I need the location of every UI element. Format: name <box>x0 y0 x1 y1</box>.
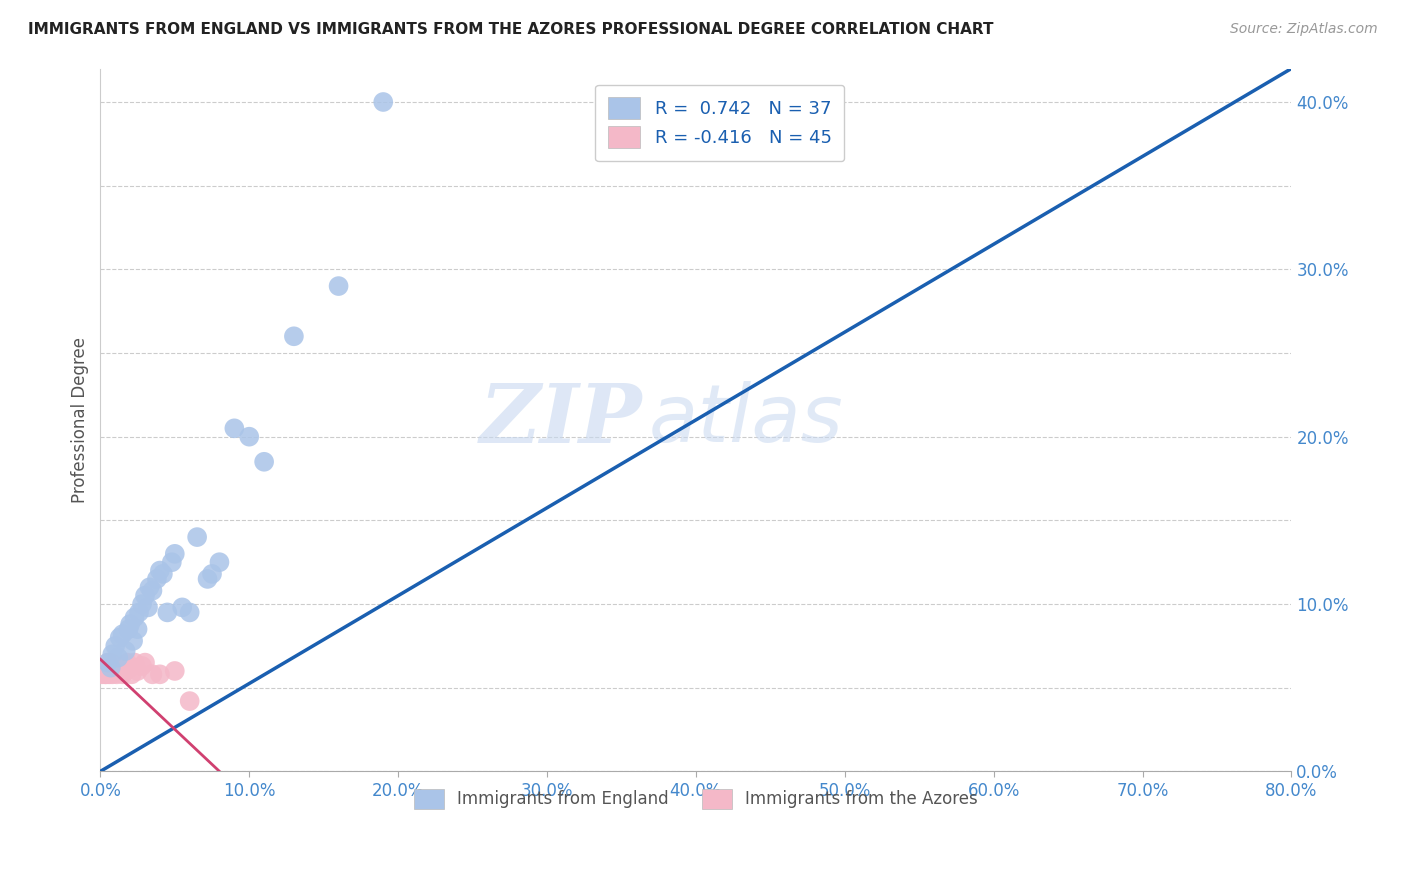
Point <box>100 660 122 674</box>
Point <box>141 583 163 598</box>
Point <box>131 659 153 673</box>
Point <box>91 664 114 678</box>
Y-axis label: Professional Degree: Professional Degree <box>72 337 89 503</box>
Point <box>186 530 208 544</box>
Point <box>124 610 146 624</box>
Point <box>121 667 143 681</box>
Point <box>104 664 127 678</box>
Point <box>122 633 145 648</box>
Point <box>104 639 127 653</box>
Text: atlas: atlas <box>648 381 844 459</box>
Point <box>108 664 131 678</box>
Point <box>90 664 112 678</box>
Point <box>328 279 350 293</box>
Point <box>104 660 127 674</box>
Point <box>115 656 138 670</box>
Point <box>127 622 149 636</box>
Legend: Immigrants from England, Immigrants from the Azores: Immigrants from England, Immigrants from… <box>408 782 984 816</box>
Point <box>134 589 156 603</box>
Point <box>96 659 118 673</box>
Point <box>101 667 124 681</box>
Point <box>98 659 121 673</box>
Point <box>111 627 134 641</box>
Point <box>111 667 134 681</box>
Point <box>224 421 246 435</box>
Point <box>98 664 121 678</box>
Point <box>107 664 129 678</box>
Point <box>253 455 276 469</box>
Point <box>105 660 128 674</box>
Point <box>94 667 117 681</box>
Point <box>127 664 149 678</box>
Point <box>238 430 260 444</box>
Point <box>160 555 183 569</box>
Point <box>97 660 120 674</box>
Point <box>114 664 136 678</box>
Point <box>97 656 120 670</box>
Point <box>128 606 150 620</box>
Point <box>146 572 169 586</box>
Point <box>101 647 124 661</box>
Point <box>120 617 142 632</box>
Point <box>112 660 135 674</box>
Point <box>90 667 112 681</box>
Point <box>149 564 172 578</box>
Point <box>100 664 122 678</box>
Point <box>179 694 201 708</box>
Point <box>163 547 186 561</box>
Point <box>110 659 132 673</box>
Point <box>94 660 117 674</box>
Point <box>179 606 201 620</box>
Point <box>114 644 136 658</box>
Point <box>117 622 139 636</box>
Point <box>94 664 117 678</box>
Point <box>141 667 163 681</box>
Point <box>373 95 395 109</box>
Point <box>91 659 114 673</box>
Point <box>149 667 172 681</box>
Text: IMMIGRANTS FROM ENGLAND VS IMMIGRANTS FROM THE AZORES PROFESSIONAL DEGREE CORREL: IMMIGRANTS FROM ENGLAND VS IMMIGRANTS FR… <box>28 22 994 37</box>
Point <box>96 667 118 681</box>
Point <box>172 600 194 615</box>
Point <box>97 664 120 678</box>
Text: ZIP: ZIP <box>479 380 643 460</box>
Point <box>108 631 131 645</box>
Point <box>98 667 121 681</box>
Point <box>105 667 128 681</box>
Point <box>138 580 160 594</box>
Point <box>103 664 125 678</box>
Point <box>100 656 122 670</box>
Point <box>97 656 120 670</box>
Text: Source: ZipAtlas.com: Source: ZipAtlas.com <box>1230 22 1378 37</box>
Point <box>103 659 125 673</box>
Point <box>101 660 124 674</box>
Point <box>208 555 231 569</box>
Point <box>131 597 153 611</box>
Point <box>136 600 159 615</box>
Point <box>163 664 186 678</box>
Point <box>124 656 146 670</box>
Point <box>197 572 219 586</box>
Point <box>107 650 129 665</box>
Point <box>120 660 142 674</box>
Point <box>96 664 118 678</box>
Point <box>283 329 305 343</box>
Point <box>201 566 224 581</box>
Point <box>152 566 174 581</box>
Point <box>134 656 156 670</box>
Point <box>100 660 122 674</box>
Point <box>91 660 114 674</box>
Point <box>156 606 179 620</box>
